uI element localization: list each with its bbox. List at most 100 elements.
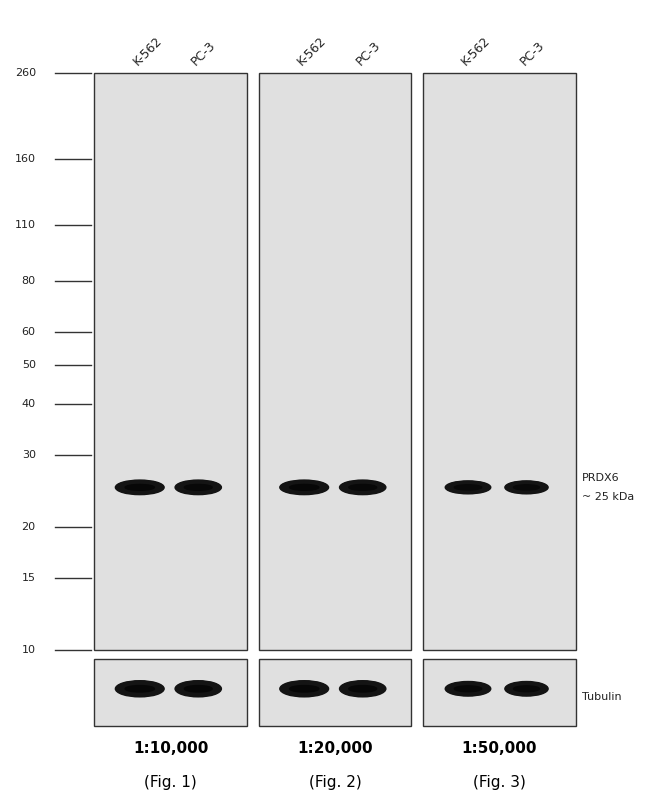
Ellipse shape xyxy=(286,483,322,491)
Text: 1:50,000: 1:50,000 xyxy=(462,741,538,756)
Ellipse shape xyxy=(344,684,381,694)
Ellipse shape xyxy=(510,684,543,693)
Ellipse shape xyxy=(346,684,380,693)
Ellipse shape xyxy=(508,483,545,492)
Bar xyxy=(259,73,411,650)
Ellipse shape xyxy=(121,684,159,694)
Text: 80: 80 xyxy=(21,276,36,286)
Ellipse shape xyxy=(446,682,490,696)
Text: 110: 110 xyxy=(15,220,36,230)
Ellipse shape xyxy=(118,481,162,494)
Ellipse shape xyxy=(454,686,482,692)
Ellipse shape xyxy=(122,483,158,491)
Ellipse shape xyxy=(282,481,326,494)
Ellipse shape xyxy=(175,680,222,696)
Ellipse shape xyxy=(118,482,161,493)
Ellipse shape xyxy=(450,483,486,491)
Ellipse shape xyxy=(185,484,212,491)
Ellipse shape xyxy=(286,684,322,693)
Text: PC-3: PC-3 xyxy=(189,40,218,69)
Ellipse shape xyxy=(125,484,155,491)
Ellipse shape xyxy=(506,481,547,493)
Ellipse shape xyxy=(346,483,380,491)
Ellipse shape xyxy=(452,685,484,692)
Ellipse shape xyxy=(284,683,324,695)
Ellipse shape xyxy=(448,483,488,492)
Ellipse shape xyxy=(116,480,164,495)
Ellipse shape xyxy=(508,483,545,492)
Ellipse shape xyxy=(182,684,215,692)
Ellipse shape xyxy=(120,482,160,492)
Ellipse shape xyxy=(178,482,218,493)
Ellipse shape xyxy=(341,481,385,494)
Ellipse shape xyxy=(287,684,321,692)
Ellipse shape xyxy=(510,483,543,491)
Ellipse shape xyxy=(505,681,548,696)
Ellipse shape xyxy=(283,482,326,493)
Ellipse shape xyxy=(125,685,155,692)
Ellipse shape xyxy=(449,684,487,694)
Ellipse shape xyxy=(180,684,216,694)
Ellipse shape xyxy=(445,681,491,696)
Ellipse shape xyxy=(179,482,218,492)
Ellipse shape xyxy=(178,683,218,695)
Ellipse shape xyxy=(507,482,546,493)
Ellipse shape xyxy=(341,481,384,494)
Text: 20: 20 xyxy=(21,522,36,532)
Bar xyxy=(423,73,576,650)
Ellipse shape xyxy=(343,683,382,695)
Text: 10: 10 xyxy=(21,645,36,654)
Ellipse shape xyxy=(349,484,376,491)
Text: (Fig. 1): (Fig. 1) xyxy=(144,775,197,790)
Ellipse shape xyxy=(339,680,386,696)
Ellipse shape xyxy=(282,682,326,696)
Ellipse shape xyxy=(514,485,540,490)
Ellipse shape xyxy=(510,684,543,693)
Text: 15: 15 xyxy=(21,573,36,583)
Bar xyxy=(423,659,576,726)
Ellipse shape xyxy=(280,680,329,696)
Ellipse shape xyxy=(507,683,546,695)
Ellipse shape xyxy=(514,686,540,692)
Ellipse shape xyxy=(290,685,319,692)
Ellipse shape xyxy=(343,683,383,695)
Ellipse shape xyxy=(505,481,548,494)
Text: 1:20,000: 1:20,000 xyxy=(297,741,373,756)
Text: ~ 25 kDa: ~ 25 kDa xyxy=(582,492,634,502)
Ellipse shape xyxy=(512,685,541,692)
Text: 50: 50 xyxy=(21,360,36,370)
Text: PC-3: PC-3 xyxy=(517,40,547,69)
Text: 1:10,000: 1:10,000 xyxy=(133,741,208,756)
Ellipse shape xyxy=(452,484,484,491)
Ellipse shape xyxy=(454,485,482,490)
Ellipse shape xyxy=(280,480,329,495)
Ellipse shape xyxy=(181,684,215,693)
Ellipse shape xyxy=(510,483,543,491)
Text: K-562: K-562 xyxy=(131,35,164,69)
Ellipse shape xyxy=(449,483,487,492)
Ellipse shape xyxy=(118,682,162,696)
Ellipse shape xyxy=(343,482,383,493)
Ellipse shape xyxy=(121,483,159,492)
Text: (Fig. 3): (Fig. 3) xyxy=(473,775,526,790)
Ellipse shape xyxy=(508,683,545,695)
Ellipse shape xyxy=(447,482,489,493)
Ellipse shape xyxy=(341,681,385,696)
Text: K-562: K-562 xyxy=(459,35,493,69)
Text: 60: 60 xyxy=(21,328,36,337)
Ellipse shape xyxy=(181,483,215,491)
Ellipse shape xyxy=(177,682,220,696)
Ellipse shape xyxy=(446,481,490,493)
Ellipse shape xyxy=(116,481,163,494)
Ellipse shape xyxy=(285,483,323,492)
Ellipse shape xyxy=(176,481,220,494)
Ellipse shape xyxy=(290,484,319,491)
Ellipse shape xyxy=(281,481,328,494)
Ellipse shape xyxy=(512,484,541,491)
Ellipse shape xyxy=(175,480,222,495)
Bar xyxy=(94,73,247,650)
Ellipse shape xyxy=(343,482,382,492)
Ellipse shape xyxy=(447,683,489,695)
Text: PRDX6: PRDX6 xyxy=(582,473,619,483)
Ellipse shape xyxy=(118,683,161,695)
